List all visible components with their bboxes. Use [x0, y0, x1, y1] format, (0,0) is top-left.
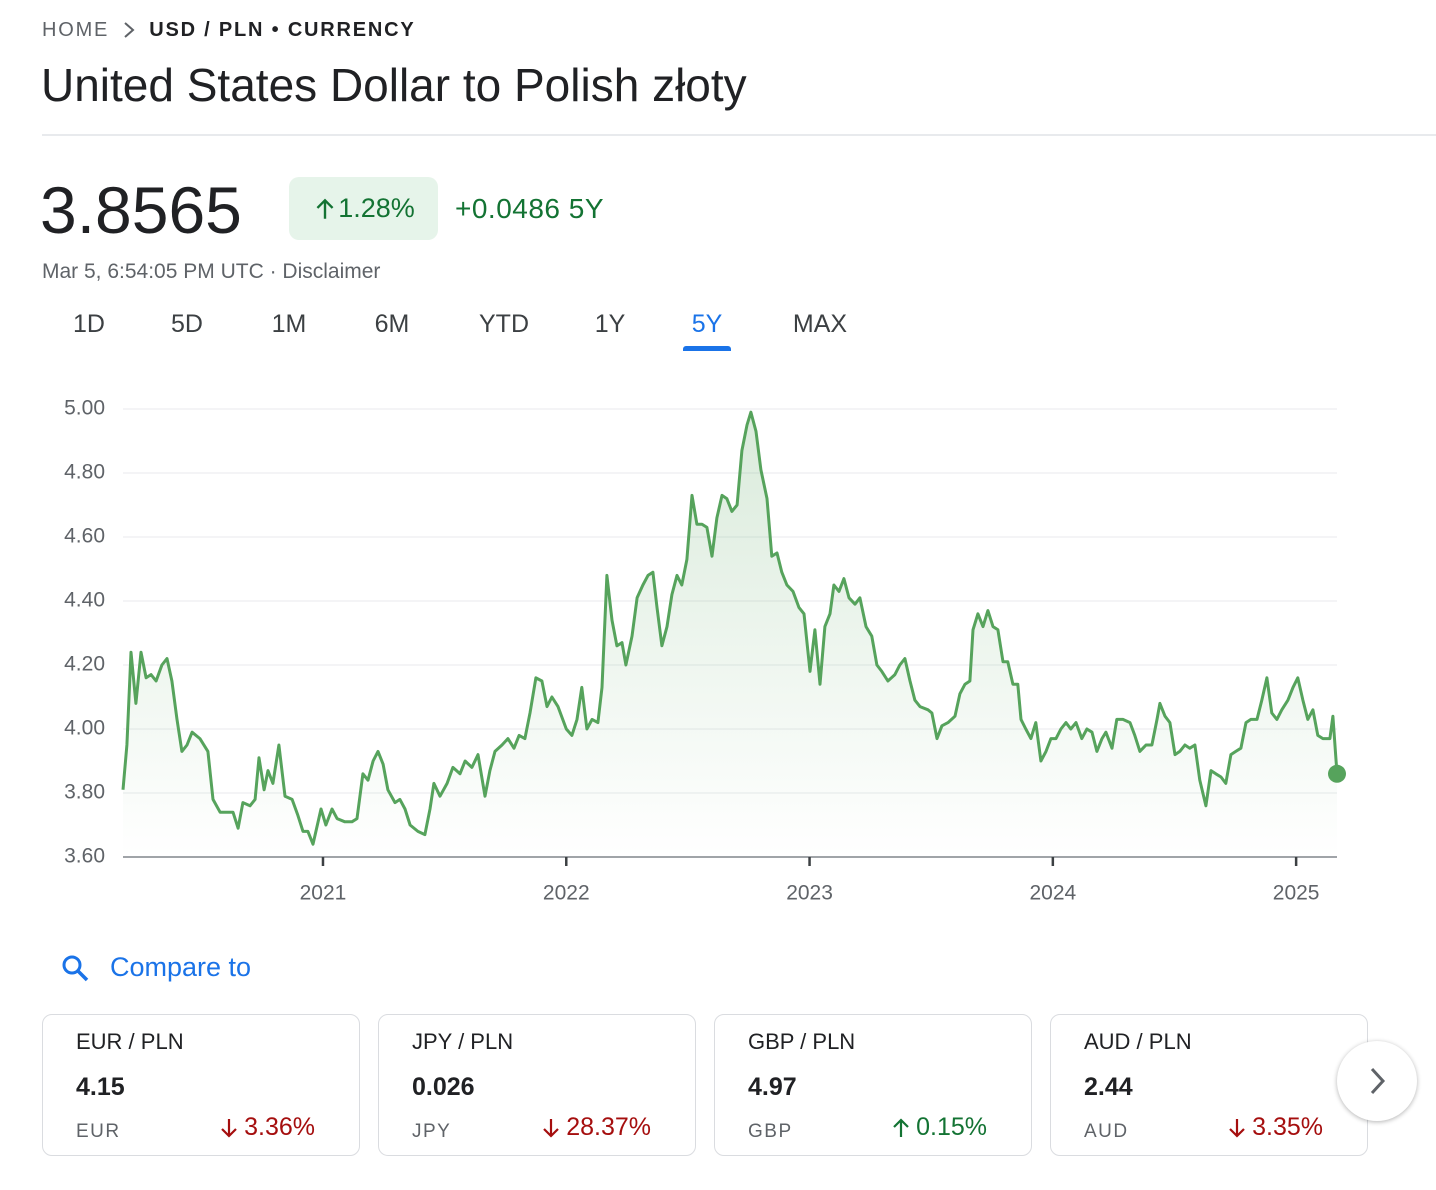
compare-card[interactable]: JPY / PLN 0.026 JPY 28.37% — [378, 1014, 696, 1156]
change-value: +0.0486 — [455, 193, 561, 224]
breadcrumb: HOME USD / PLN • CURRENCY — [42, 18, 416, 42]
card-pair: EUR / PLN — [76, 1029, 184, 1054]
active-tab-indicator — [683, 346, 731, 351]
arrow-icon — [543, 1118, 559, 1138]
range-tab[interactable]: 6M — [374, 310, 410, 338]
x-tick-label: 2022 — [543, 882, 590, 905]
change-badge: 1.28% — [289, 177, 438, 240]
arrow-icon — [316, 198, 334, 219]
next-button[interactable] — [1337, 1041, 1417, 1121]
arrow-path — [316, 198, 334, 219]
page-title: United States Dollar to Polish złoty — [41, 59, 747, 111]
card-price: 4.15 — [76, 1073, 125, 1101]
change-period: 5Y — [568, 193, 605, 224]
breadcrumb-home[interactable]: HOME — [42, 18, 110, 41]
x-tick-label: 2025 — [1273, 882, 1320, 905]
compare-card[interactable]: AUD / PLN 2.44 AUD 3.35% — [1050, 1014, 1368, 1156]
card-change-percent: 0.15% — [916, 1113, 987, 1141]
x-tick-label: 2021 — [300, 882, 347, 905]
timestamp: Mar 5, 6:54:05 PM UTC · Disclaimer — [42, 260, 381, 283]
y-tick-label: 4.60 — [64, 525, 105, 548]
y-tick-label: 4.20 — [64, 653, 105, 676]
card-code: GBP — [748, 1121, 793, 1142]
card-price: 0.026 — [412, 1073, 475, 1101]
card-code: EUR — [76, 1121, 121, 1142]
compare-card[interactable]: GBP / PLN 4.97 GBP 0.15% — [714, 1014, 1032, 1156]
card-change: 3.36% — [217, 1113, 315, 1142]
y-tick-label: 5.00 — [64, 397, 105, 420]
chevron-icon — [1370, 1067, 1386, 1095]
card-change: 3.35% — [1225, 1113, 1323, 1142]
x-tick-label: 2024 — [1029, 882, 1076, 905]
chevron-icon — [124, 22, 135, 38]
price: 3.8565 — [40, 173, 242, 247]
search-icon — [62, 955, 89, 981]
arrow-path — [543, 1118, 559, 1138]
x-tick-label: 2023 — [786, 882, 833, 905]
divider — [42, 134, 1436, 136]
arrow-icon — [1229, 1118, 1245, 1138]
card-change-percent: 28.37% — [566, 1113, 651, 1141]
card-change: 28.37% — [539, 1113, 651, 1142]
card-price: 2.44 — [1084, 1073, 1133, 1101]
chart: 3.60 3.80 4.00 4.20 4.40 4.60 4.80 5.00 2021 2022… — [64, 397, 1346, 905]
range-tab[interactable]: MAX — [792, 310, 848, 338]
y-tick-label: 3.60 — [64, 845, 105, 868]
change-percent: 1.28% — [338, 193, 415, 223]
card-change-percent: 3.35% — [1252, 1113, 1323, 1141]
range-tab[interactable]: YTD — [479, 310, 529, 338]
arrow-path — [221, 1118, 237, 1138]
range-tab[interactable]: 1M — [271, 310, 307, 338]
card-pair: AUD / PLN — [1084, 1029, 1192, 1054]
card-pair: GBP / PLN — [748, 1029, 856, 1054]
arrow-path — [893, 1117, 909, 1137]
card-change: 0.15% — [889, 1113, 987, 1142]
range-tab[interactable]: 1Y — [594, 310, 626, 338]
card-price: 4.97 — [748, 1073, 797, 1101]
y-tick-label: 4.80 — [64, 461, 105, 484]
arrow-icon — [221, 1118, 237, 1138]
change-line: +0.0486 5Y — [455, 193, 604, 225]
y-tick-label: 3.80 — [64, 781, 105, 804]
area-fill — [123, 412, 1337, 857]
compare-label: Compare to — [110, 952, 252, 982]
compare-button[interactable]: Compare to — [60, 952, 251, 983]
card-change-percent: 3.36% — [244, 1113, 315, 1141]
card-code: AUD — [1084, 1121, 1129, 1142]
arrow-path — [1229, 1118, 1245, 1138]
card-code: JPY — [412, 1121, 452, 1142]
range-tab[interactable]: 1D — [73, 310, 105, 338]
arrow-icon — [893, 1117, 909, 1137]
range-tab[interactable]: 5Y — [691, 310, 723, 338]
y-tick-label: 4.00 — [64, 717, 105, 740]
compare-card[interactable]: EUR / PLN 4.15 EUR 3.36% — [42, 1014, 360, 1156]
last-point — [1328, 764, 1346, 783]
card-pair: JPY / PLN — [412, 1029, 514, 1054]
y-tick-label: 4.40 — [64, 589, 105, 612]
breadcrumb-current: USD / PLN • CURRENCY — [149, 18, 416, 41]
price-line — [121, 410, 1339, 846]
range-tab[interactable]: 5D — [171, 310, 203, 338]
